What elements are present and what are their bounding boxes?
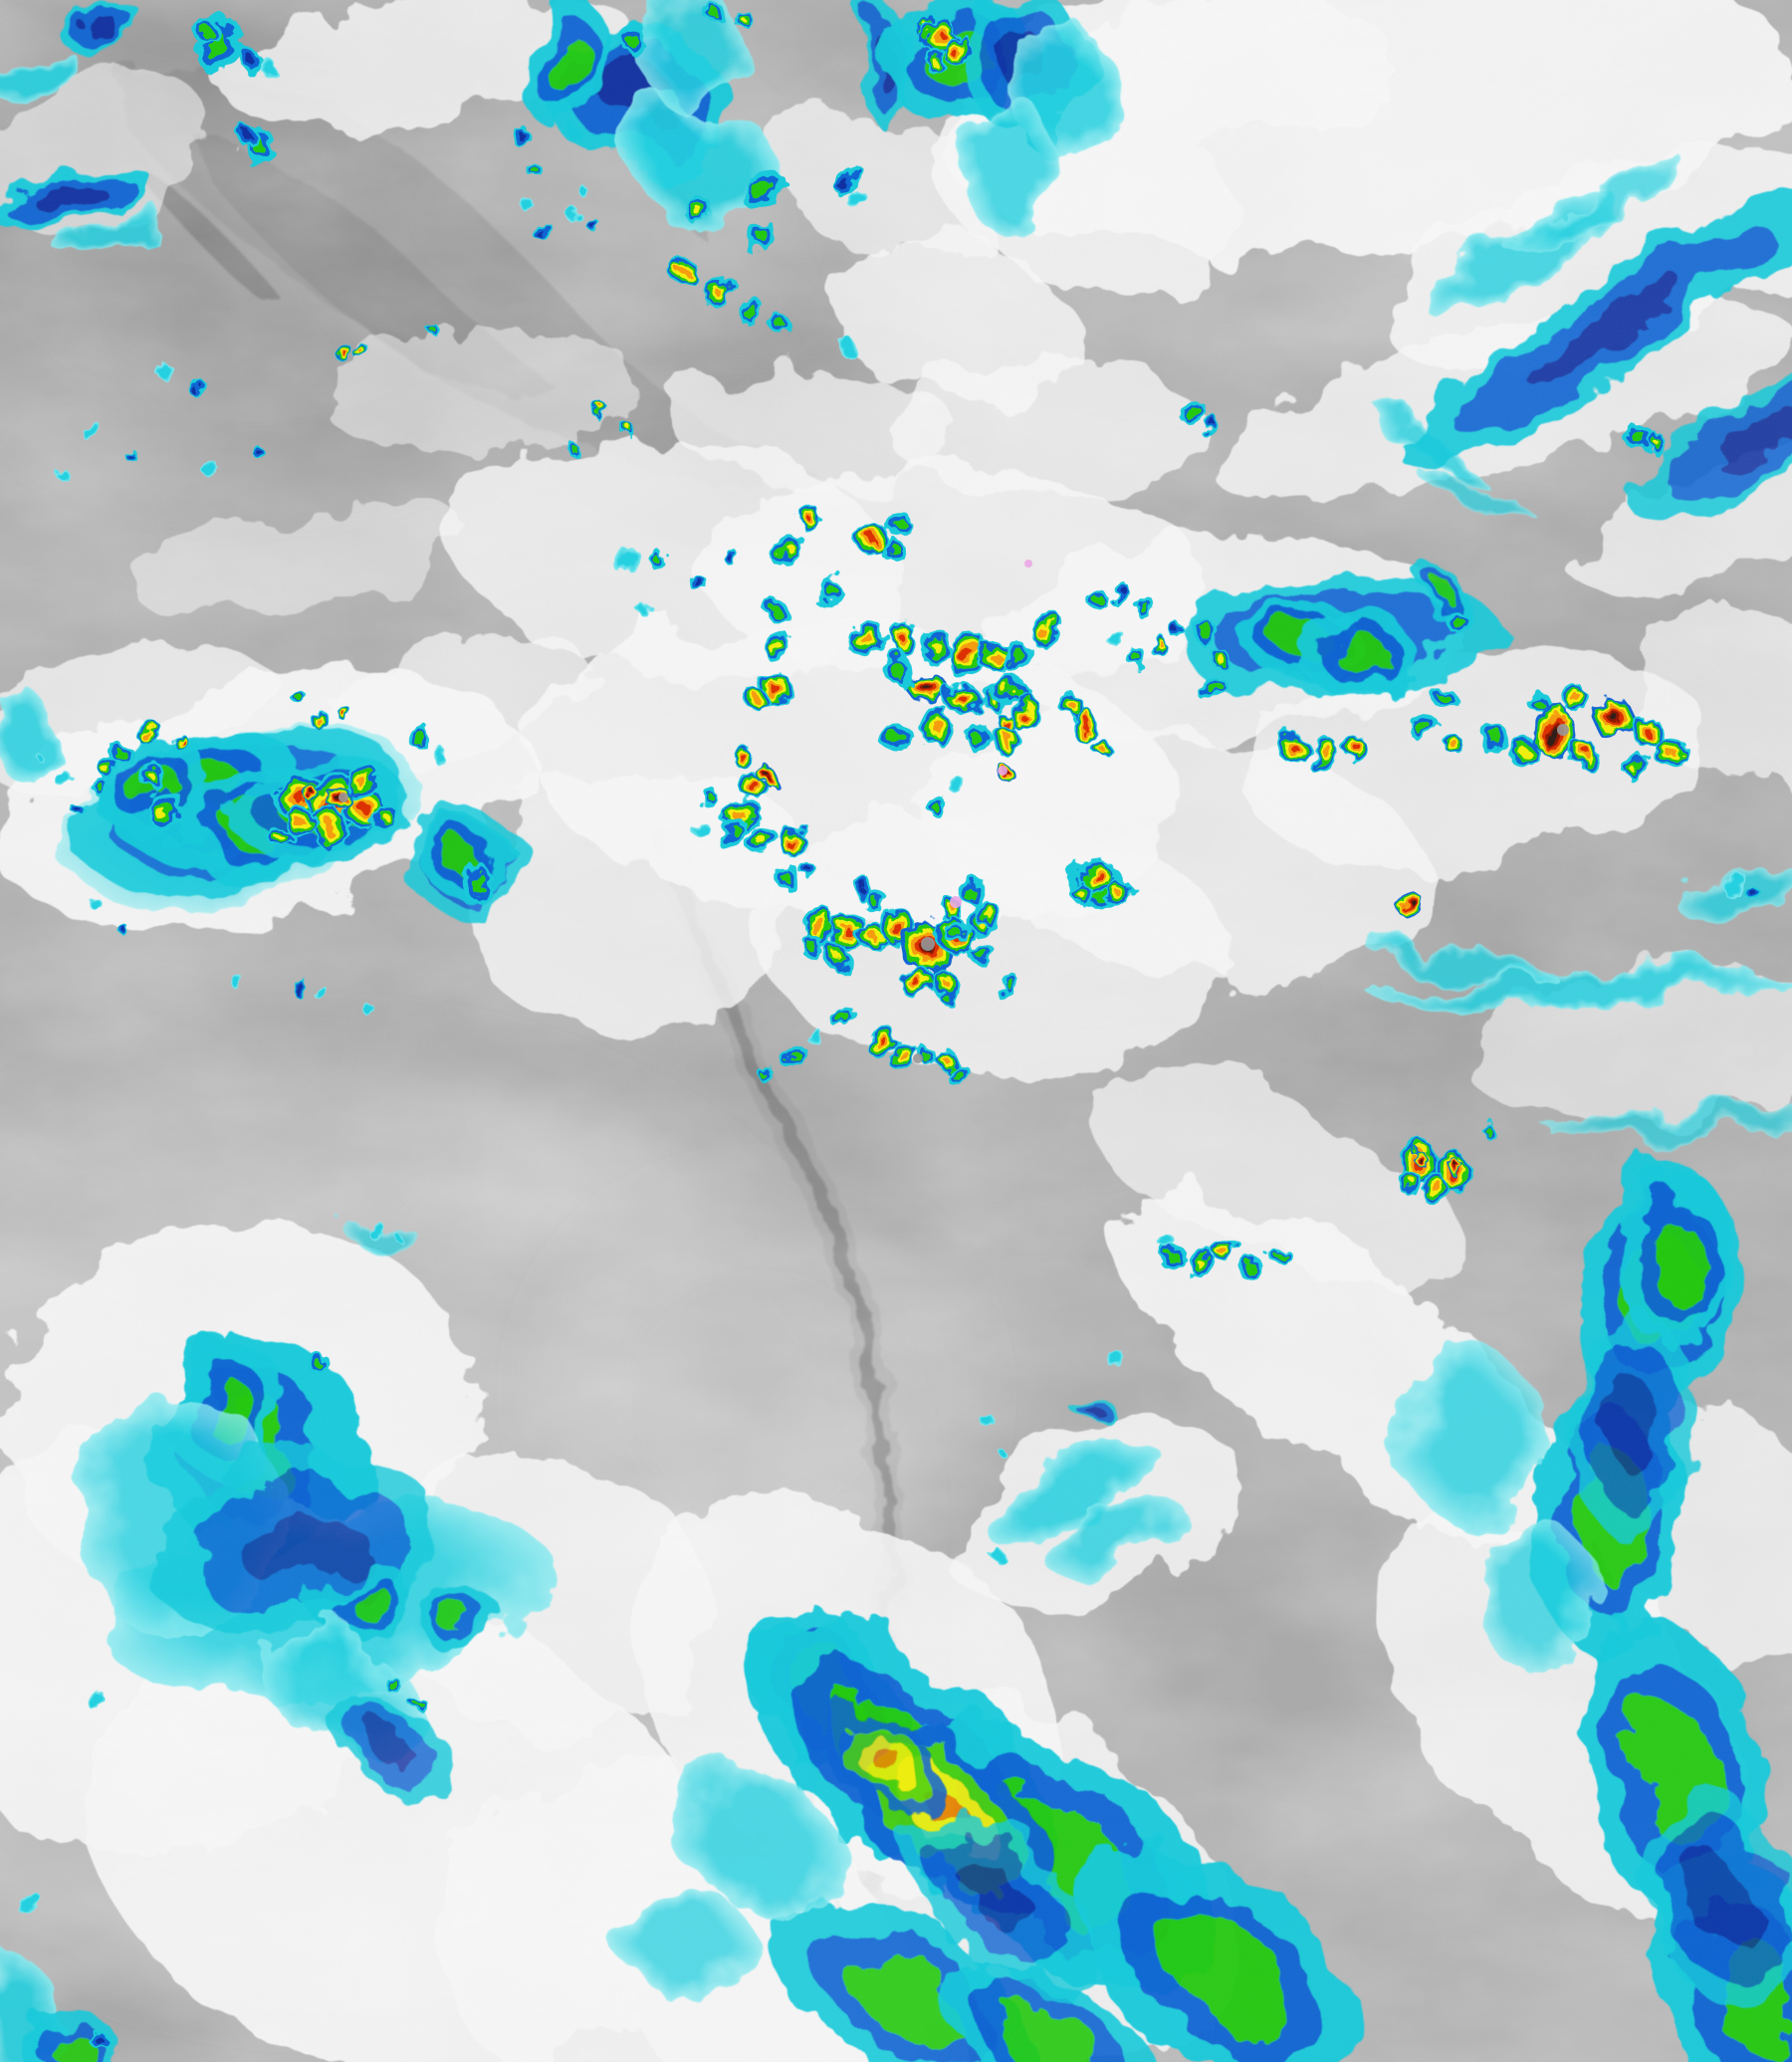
satellite-image-stage: Enhanced infrared weather satellite imag… — [0, 0, 1792, 2062]
film-grain-overlay — [0, 0, 1792, 2062]
ir-canvas: Enhanced infrared weather satellite imag… — [0, 0, 1792, 2062]
